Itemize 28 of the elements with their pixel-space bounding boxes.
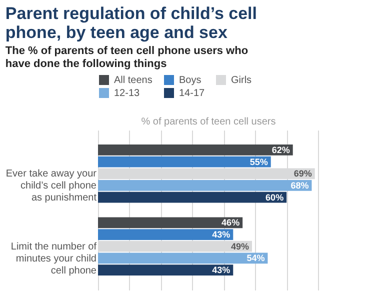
chart-title: Parent regulation of child’s cell phone, by teen age and sex — [5, 4, 257, 42]
bar — [98, 264, 234, 276]
legend-label: 12-13 — [114, 88, 140, 99]
y-tick-label: Ever take away your child’s cell phone as punishment — [6, 168, 98, 204]
chart-subtitle: The % of parents of teen cell phone users who have done the following things — [5, 45, 248, 70]
data-label: 43% — [212, 230, 230, 240]
x-axis-title: % of parents of teen cell users — [141, 116, 276, 128]
legend-label: Girls — [231, 75, 252, 86]
bar — [98, 192, 287, 203]
bar — [98, 156, 271, 168]
bar — [98, 180, 312, 191]
bar — [98, 252, 268, 264]
y-tick-label: Limit the number of minutes your child cell phone — [10, 241, 97, 276]
data-label: 55% — [250, 156, 268, 167]
data-label: 69% — [294, 168, 312, 179]
data-label: 68% — [290, 180, 309, 190]
legend-label: Boys — [179, 75, 202, 86]
data-label: 62% — [272, 144, 290, 155]
bar — [98, 144, 293, 156]
data-label: 49% — [230, 241, 249, 252]
legend-label: All teens — [114, 75, 152, 86]
data-label: 46% — [222, 218, 240, 228]
bar — [98, 229, 234, 240]
bar — [98, 217, 243, 228]
data-label: 43% — [212, 265, 230, 276]
data-label: 60% — [266, 192, 284, 202]
legend-label: 14-17 — [179, 88, 206, 99]
data-label: 54% — [246, 253, 265, 264]
